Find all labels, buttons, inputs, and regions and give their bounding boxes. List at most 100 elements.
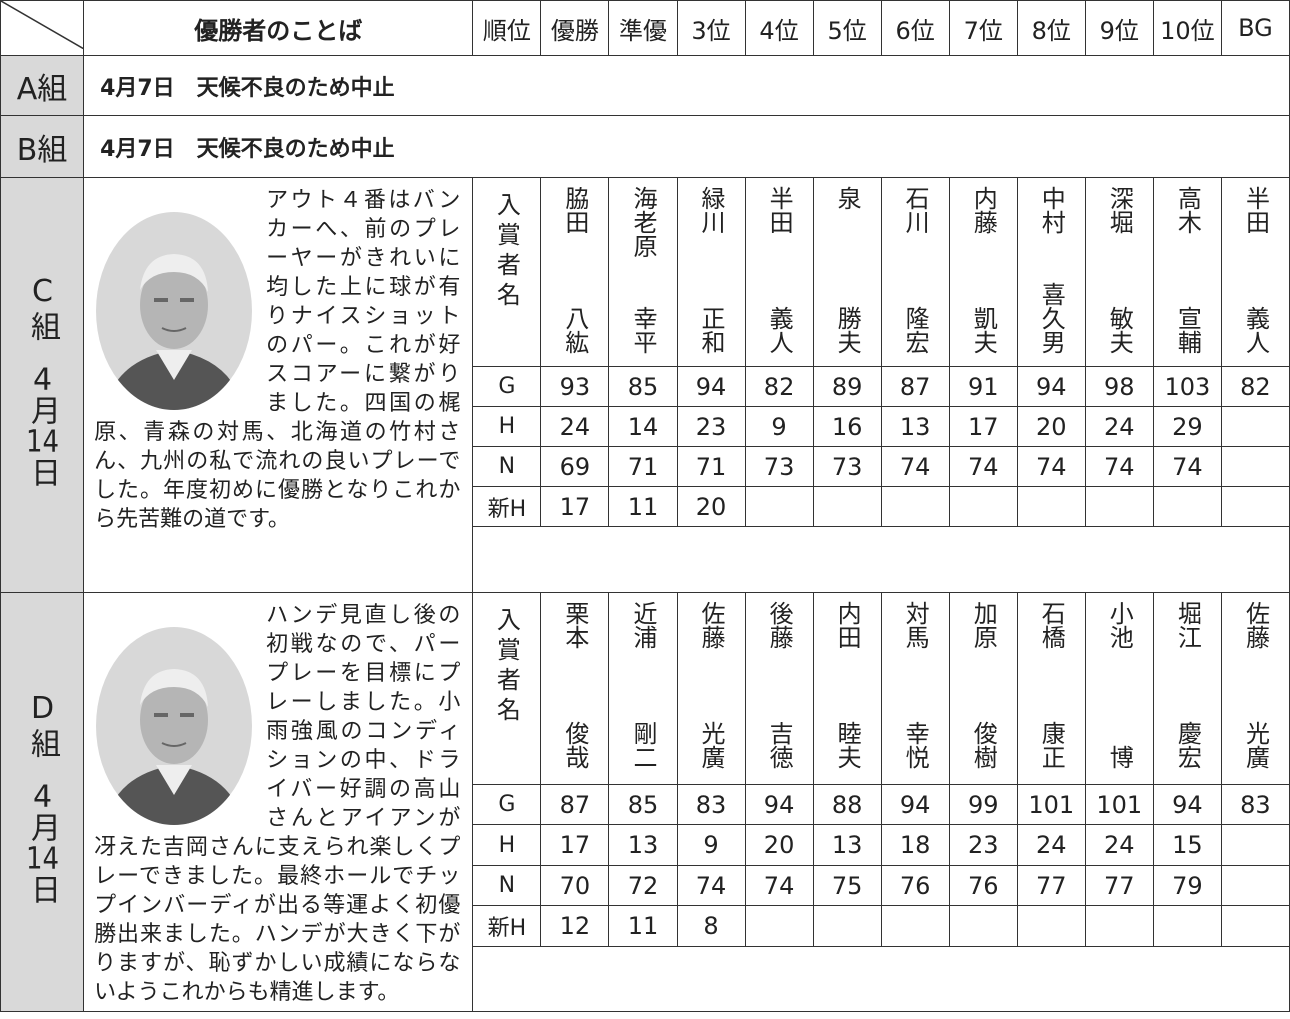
score-cell: 74	[1084, 446, 1154, 487]
name-box: 栗本 俊哉	[542, 593, 608, 769]
score-cell: 74	[1016, 446, 1086, 487]
score-cell: 20	[1016, 406, 1086, 447]
notice: 4月7日 天候不良のため中止	[83, 115, 1290, 178]
score-cell: 75	[812, 864, 882, 907]
column-header: 8位	[1016, 0, 1086, 56]
name-box: 近浦 剛二	[610, 593, 676, 769]
winner-name: 栗本 俊哉	[540, 592, 610, 785]
empty-cell	[1220, 864, 1290, 907]
score-cell: 73	[744, 446, 814, 487]
names-label-text: 入賞者名	[492, 192, 521, 312]
winner-name: 海老原 幸平	[608, 177, 678, 367]
score-cell: 24	[540, 406, 610, 447]
given-name: 吉徳	[765, 721, 794, 769]
names-row: C組 4月14日 アウト４番はバンカーへ、前のプレーヤーがきれいに均した上に球が有り…	[0, 177, 1290, 593]
winner-name: 近浦 剛二	[608, 592, 678, 785]
score-cell: 72	[608, 864, 678, 907]
comment-text: ハンデ見直し後の初戦なので、パープレーを目標にプレーしました。小雨強風のコンディ…	[94, 603, 461, 1005]
name-box: 緑川 正和	[678, 179, 744, 354]
name-box: 加原 俊樹	[950, 593, 1016, 769]
given-name: 凱夫	[969, 306, 998, 354]
empty-cell	[744, 905, 814, 948]
empty-cell	[880, 486, 950, 527]
name-box: 中村 喜久男	[1018, 179, 1084, 354]
empty-cell	[1220, 824, 1290, 866]
score-cell: 20	[744, 824, 814, 866]
score-cell: 91	[948, 366, 1018, 407]
empty-cell	[1084, 905, 1154, 948]
score-cell: 88	[812, 783, 882, 826]
score-cell: 98	[1084, 366, 1154, 407]
score-cell: 83	[676, 783, 746, 826]
empty-cell	[1220, 905, 1290, 948]
name-box: 高木 宣輔	[1154, 179, 1220, 354]
score-cell: 13	[812, 824, 882, 866]
blank-row	[1, 526, 1290, 593]
score-cell: 76	[948, 864, 1018, 907]
group-row: A組 4月7日 天候不良のため中止	[0, 55, 1290, 116]
column-header: 10位	[1152, 0, 1222, 56]
family-name: 小池	[1105, 601, 1134, 649]
name-box: 深堀 敏夫	[1086, 179, 1152, 354]
given-name: 宣輔	[1173, 306, 1202, 354]
score-cell: 8	[676, 905, 746, 948]
family-name: 佐藤	[697, 601, 726, 649]
score-cell: 94	[1152, 783, 1222, 826]
empty-cell	[948, 486, 1018, 527]
score-cell: 85	[608, 783, 678, 826]
names-label: 入賞者名	[472, 177, 542, 367]
score-cell: 93	[540, 366, 610, 407]
given-name: 博	[1105, 745, 1134, 769]
group-date: 4月14日	[25, 364, 61, 489]
score-cell: 13	[608, 824, 678, 866]
score-cell: 11	[608, 486, 678, 527]
given-name: 敏夫	[1105, 306, 1134, 354]
score-row: H 24 14 23 9 16 13 17 20 24 29	[1, 406, 1290, 447]
name-box: 石川 隆宏	[882, 179, 948, 354]
comment-text: アウト４番はバンカーへ、前のプレーヤーがきれいに均した上に球が有りナイスショット…	[94, 188, 461, 532]
group-name: C組	[25, 273, 61, 343]
score-cell: 99	[948, 783, 1018, 826]
score-cell: 23	[676, 406, 746, 447]
name-box: 半田 義人	[1222, 179, 1288, 354]
winner-name: 対馬 幸悦	[880, 592, 950, 785]
winner-name: 加原 俊樹	[948, 592, 1018, 785]
score-cell: 94	[880, 783, 950, 826]
family-name: 石橋	[1037, 601, 1066, 649]
score-cell: 77	[1016, 864, 1086, 907]
winner-name: 深堀 敏夫	[1084, 177, 1154, 367]
column-header: 7位	[948, 0, 1018, 56]
score-cell: 16	[812, 406, 882, 447]
score-cell: 69	[540, 446, 610, 487]
blank-row	[1, 946, 1290, 1012]
given-name: 俊樹	[969, 721, 998, 769]
group-row: B組 4月7日 天候不良のため中止	[0, 115, 1290, 178]
row-label: 新H	[472, 905, 542, 948]
family-name: 緑川	[697, 186, 726, 234]
empty-cell	[948, 905, 1018, 948]
group-name: D組	[25, 690, 61, 760]
given-name: 康正	[1037, 721, 1066, 769]
column-header: 6位	[880, 0, 950, 56]
family-name: 石川	[901, 186, 930, 234]
blank-cell	[472, 526, 1290, 593]
score-cell: 23	[948, 824, 1018, 866]
score-cell: 103	[1152, 366, 1222, 407]
name-box: 泉勝夫	[814, 179, 880, 354]
score-row: H 17 13 9 20 13 18 23 24 24 15	[1, 824, 1290, 866]
score-row: N 70 72 74 74 75 76 76 77 77 79	[1, 864, 1290, 907]
header-row: 優勝者のことば 順位 優勝 準優 3位 4位 5位 6位 7位 8位 9位 10位 BG	[0, 0, 1290, 56]
score-row: G 87 85 83 94 88 94 99 101 101 94 83	[1, 783, 1290, 826]
empty-cell	[1152, 905, 1222, 948]
score-cell: 11	[608, 905, 678, 948]
score-cell: 74	[744, 864, 814, 907]
empty-cell	[1220, 446, 1290, 487]
given-name: 光廣	[697, 721, 726, 769]
score-cell: 24	[1016, 824, 1086, 866]
family-name: 内田	[833, 601, 862, 649]
family-name: 加原	[969, 601, 998, 649]
score-cell: 79	[1152, 864, 1222, 907]
empty-cell	[1016, 486, 1086, 527]
name-box: 小池博	[1086, 593, 1152, 769]
